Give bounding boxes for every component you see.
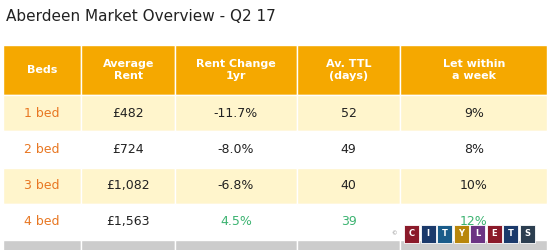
Bar	[81, 95, 175, 131]
Text: T: T	[442, 230, 448, 238]
Bar	[3, 204, 81, 240]
Bar	[400, 204, 547, 240]
Bar	[400, 131, 547, 168]
Text: 40: 40	[341, 179, 356, 192]
Text: 4 bed: 4 bed	[24, 216, 60, 228]
Bar	[175, 95, 297, 131]
Text: -8.0%: -8.0%	[218, 143, 254, 156]
Bar	[175, 204, 297, 240]
Bar	[3, 240, 81, 250]
Bar	[520, 225, 535, 243]
Text: 12%: 12%	[460, 216, 488, 228]
Text: Beds: Beds	[27, 65, 57, 75]
Text: Let within
a week: Let within a week	[443, 59, 505, 81]
Bar	[3, 168, 81, 204]
Text: Aberdeen Market Overview - Q2 17: Aberdeen Market Overview - Q2 17	[6, 9, 275, 24]
Bar	[175, 45, 297, 95]
Text: 1 bed: 1 bed	[24, 107, 60, 120]
Bar	[297, 168, 400, 204]
Text: £482: £482	[112, 107, 144, 120]
Bar	[400, 168, 547, 204]
Bar	[487, 225, 502, 243]
Bar	[421, 225, 436, 243]
Bar	[81, 45, 175, 95]
Bar	[404, 225, 419, 243]
Text: E: E	[491, 230, 497, 238]
Text: ©: ©	[392, 232, 397, 236]
Bar	[175, 168, 297, 204]
Text: -11.7%: -11.7%	[214, 107, 258, 120]
Text: T: T	[508, 230, 514, 238]
Bar	[3, 131, 81, 168]
Bar	[297, 204, 400, 240]
Text: £1,082: £1,082	[106, 179, 150, 192]
Bar	[454, 225, 469, 243]
Text: 9%: 9%	[464, 107, 484, 120]
Bar	[175, 131, 297, 168]
Text: Rent Change
1yr: Rent Change 1yr	[196, 59, 276, 81]
Bar	[297, 131, 400, 168]
Bar	[400, 95, 547, 131]
Text: 3 bed: 3 bed	[24, 179, 60, 192]
Text: Y: Y	[458, 230, 464, 238]
Text: 49: 49	[341, 143, 356, 156]
Bar	[503, 225, 518, 243]
Text: 4.5%: 4.5%	[220, 216, 252, 228]
Bar	[470, 225, 485, 243]
Text: S: S	[524, 230, 530, 238]
Text: 2 bed: 2 bed	[24, 143, 60, 156]
Bar	[81, 131, 175, 168]
Text: £724: £724	[112, 143, 144, 156]
Text: -6.8%: -6.8%	[218, 179, 254, 192]
Text: 8%: 8%	[464, 143, 484, 156]
Text: C: C	[409, 230, 415, 238]
Bar	[400, 240, 547, 250]
Text: Average
Rent: Average Rent	[102, 59, 154, 81]
Text: L: L	[475, 230, 480, 238]
Text: 39: 39	[341, 216, 356, 228]
Bar	[400, 45, 547, 95]
Bar	[297, 95, 400, 131]
Bar	[437, 225, 452, 243]
Text: £1,563: £1,563	[106, 216, 150, 228]
Text: 10%: 10%	[460, 179, 488, 192]
Bar	[81, 168, 175, 204]
Bar	[81, 240, 175, 250]
Bar	[81, 204, 175, 240]
Text: 52: 52	[341, 107, 356, 120]
Text: I: I	[427, 230, 430, 238]
Bar	[297, 240, 400, 250]
Text: Av. TTL
(days): Av. TTL (days)	[326, 59, 371, 81]
Bar	[3, 95, 81, 131]
Bar	[297, 45, 400, 95]
Bar	[3, 45, 81, 95]
Bar	[175, 240, 297, 250]
